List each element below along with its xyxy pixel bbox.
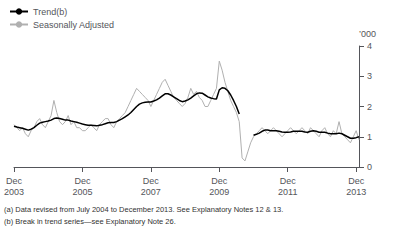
svg-text:2013: 2013	[346, 187, 366, 197]
svg-text:Trend(b): Trend(b)	[33, 7, 67, 17]
svg-text:2011: 2011	[278, 187, 297, 197]
svg-text:4: 4	[367, 41, 372, 51]
svg-text:Seasonally Adjusted: Seasonally Adjusted	[33, 20, 114, 30]
svg-text:(b) Break in trend series—see: (b) Break in trend series—see Explanator…	[4, 217, 176, 226]
svg-text:Dec: Dec	[348, 176, 365, 186]
svg-text:’000: ’000	[359, 29, 376, 39]
svg-text:2003: 2003	[4, 187, 24, 197]
svg-text:2009: 2009	[209, 187, 229, 197]
svg-text:0: 0	[367, 162, 372, 172]
svg-text:Dec: Dec	[6, 176, 23, 186]
svg-text:2: 2	[367, 102, 372, 112]
svg-text:Dec: Dec	[280, 176, 297, 186]
svg-text:1: 1	[367, 132, 372, 142]
svg-text:3: 3	[367, 71, 372, 81]
svg-text:2007: 2007	[141, 187, 161, 197]
svg-text:Dec: Dec	[211, 176, 228, 186]
svg-text:(a) Data revised from July 200: (a) Data revised from July 2004 to Decem…	[4, 205, 283, 214]
svg-text:2005: 2005	[72, 187, 92, 197]
svg-text:Dec: Dec	[143, 176, 160, 186]
svg-text:Dec: Dec	[74, 176, 91, 186]
